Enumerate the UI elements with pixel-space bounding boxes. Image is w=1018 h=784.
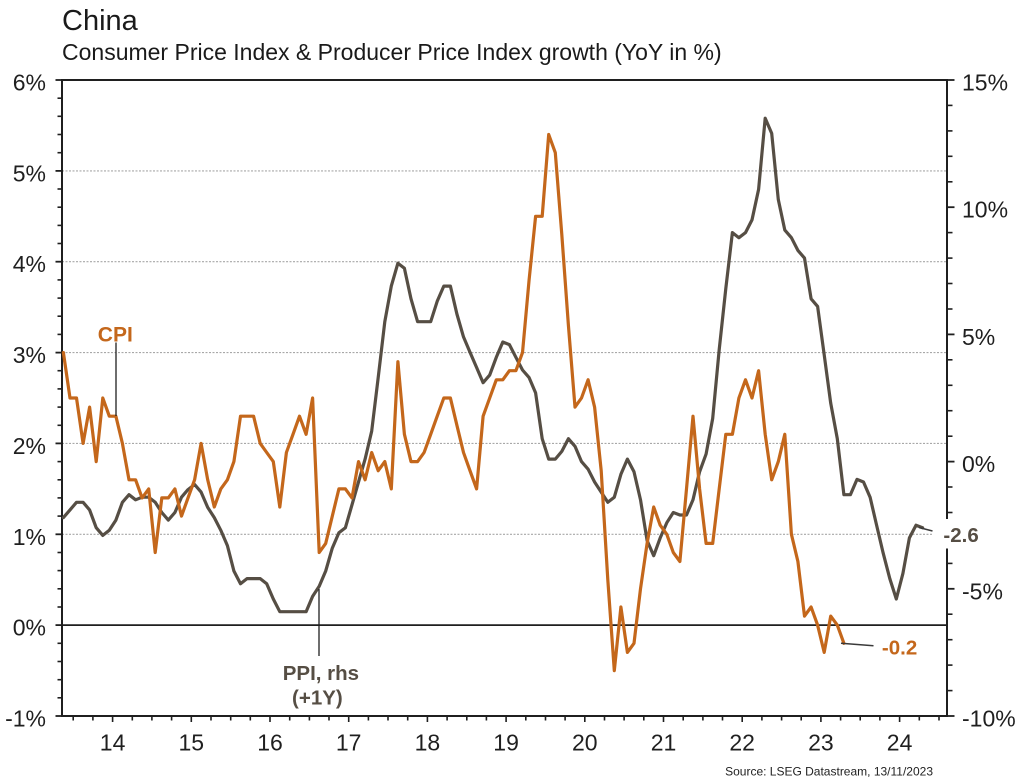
svg-text:21: 21 <box>651 730 677 756</box>
svg-text:Consumer Price Index & Produce: Consumer Price Index & Producer Price In… <box>62 39 722 65</box>
svg-text:China: China <box>62 5 139 37</box>
svg-text:-1%: -1% <box>5 706 46 732</box>
svg-text:0%: 0% <box>13 615 46 641</box>
svg-text:15%: 15% <box>962 70 1008 96</box>
svg-text:10%: 10% <box>962 197 1008 223</box>
svg-text:18: 18 <box>415 730 441 756</box>
svg-text:14: 14 <box>100 730 126 756</box>
svg-text:-0.2: -0.2 <box>882 637 917 660</box>
svg-text:17: 17 <box>336 730 362 756</box>
svg-text:1%: 1% <box>13 524 46 550</box>
svg-text:-5%: -5% <box>962 578 1003 604</box>
svg-text:CPI: CPI <box>98 324 133 347</box>
svg-text:5%: 5% <box>13 160 46 186</box>
svg-text:22: 22 <box>729 730 755 756</box>
svg-text:6%: 6% <box>13 70 46 96</box>
svg-text:Source: LSEG Datastream, 13/11: Source: LSEG Datastream, 13/11/2023 <box>725 764 933 778</box>
svg-text:24: 24 <box>887 730 913 756</box>
svg-text:3%: 3% <box>13 342 46 368</box>
svg-text:15: 15 <box>179 730 205 756</box>
svg-text:0%: 0% <box>962 451 995 477</box>
svg-text:23: 23 <box>808 730 834 756</box>
svg-text:20: 20 <box>572 730 598 756</box>
svg-text:2%: 2% <box>13 433 46 459</box>
svg-text:-2.6: -2.6 <box>943 524 978 547</box>
svg-text:PPI, rhs: PPI, rhs <box>283 662 359 685</box>
svg-text:5%: 5% <box>962 324 995 350</box>
svg-text:16: 16 <box>257 730 283 756</box>
svg-text:19: 19 <box>493 730 519 756</box>
svg-text:(+1Y): (+1Y) <box>292 687 343 710</box>
svg-text:4%: 4% <box>13 251 46 277</box>
svg-text:-10%: -10% <box>962 706 1016 732</box>
